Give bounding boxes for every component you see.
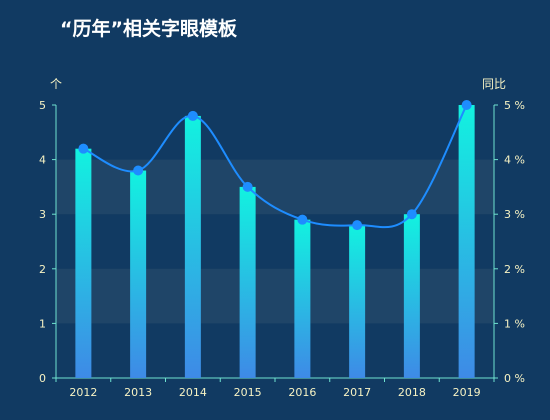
x-tick-label: 2013 xyxy=(124,386,152,399)
y-tick-label-right: 1 % xyxy=(504,317,525,330)
y-tick-label-left: 3 xyxy=(39,208,46,221)
y-tick-label-right: 3 % xyxy=(504,208,525,221)
y-axis-name-right: 同比 xyxy=(482,77,506,91)
y-tick-label-left: 2 xyxy=(39,263,46,276)
y-tick-label-left: 5 xyxy=(39,99,46,112)
x-tick-label: 2018 xyxy=(398,386,426,399)
y-tick-label-left: 1 xyxy=(39,317,46,330)
background-band xyxy=(56,159,494,215)
line-point xyxy=(187,110,198,121)
y-tick-label-left: 0 xyxy=(39,372,46,385)
line-point xyxy=(352,220,363,231)
y-axis-name-left: 个 xyxy=(50,77,62,91)
background-band xyxy=(56,268,494,324)
bar xyxy=(75,148,92,378)
bar xyxy=(403,214,420,378)
y-tick-label-left: 4 xyxy=(39,154,46,167)
x-tick-label: 2017 xyxy=(343,386,371,399)
line-point xyxy=(406,209,417,220)
chart-title: “历年”相关字眼模板 xyxy=(60,18,237,40)
line-point xyxy=(133,165,144,176)
y-tick-label-right: 5 % xyxy=(504,99,525,112)
x-tick-label: 2019 xyxy=(453,386,481,399)
y-tick-label-right: 2 % xyxy=(504,263,525,276)
line-point xyxy=(461,100,472,110)
bar xyxy=(130,170,147,378)
line-point xyxy=(78,143,89,154)
bar xyxy=(184,115,201,379)
bar xyxy=(458,105,475,378)
x-tick-label: 2014 xyxy=(179,386,207,399)
bar xyxy=(349,225,366,378)
x-tick-label: 2012 xyxy=(69,386,97,399)
x-tick-label: 2016 xyxy=(288,386,316,399)
line-point xyxy=(297,214,308,225)
bar xyxy=(239,186,256,378)
line-point xyxy=(242,181,253,192)
y-tick-label-right: 4 % xyxy=(504,154,525,167)
y-tick-label-right: 0 % xyxy=(504,372,525,385)
bar xyxy=(294,219,311,378)
x-tick-label: 2015 xyxy=(234,386,262,399)
